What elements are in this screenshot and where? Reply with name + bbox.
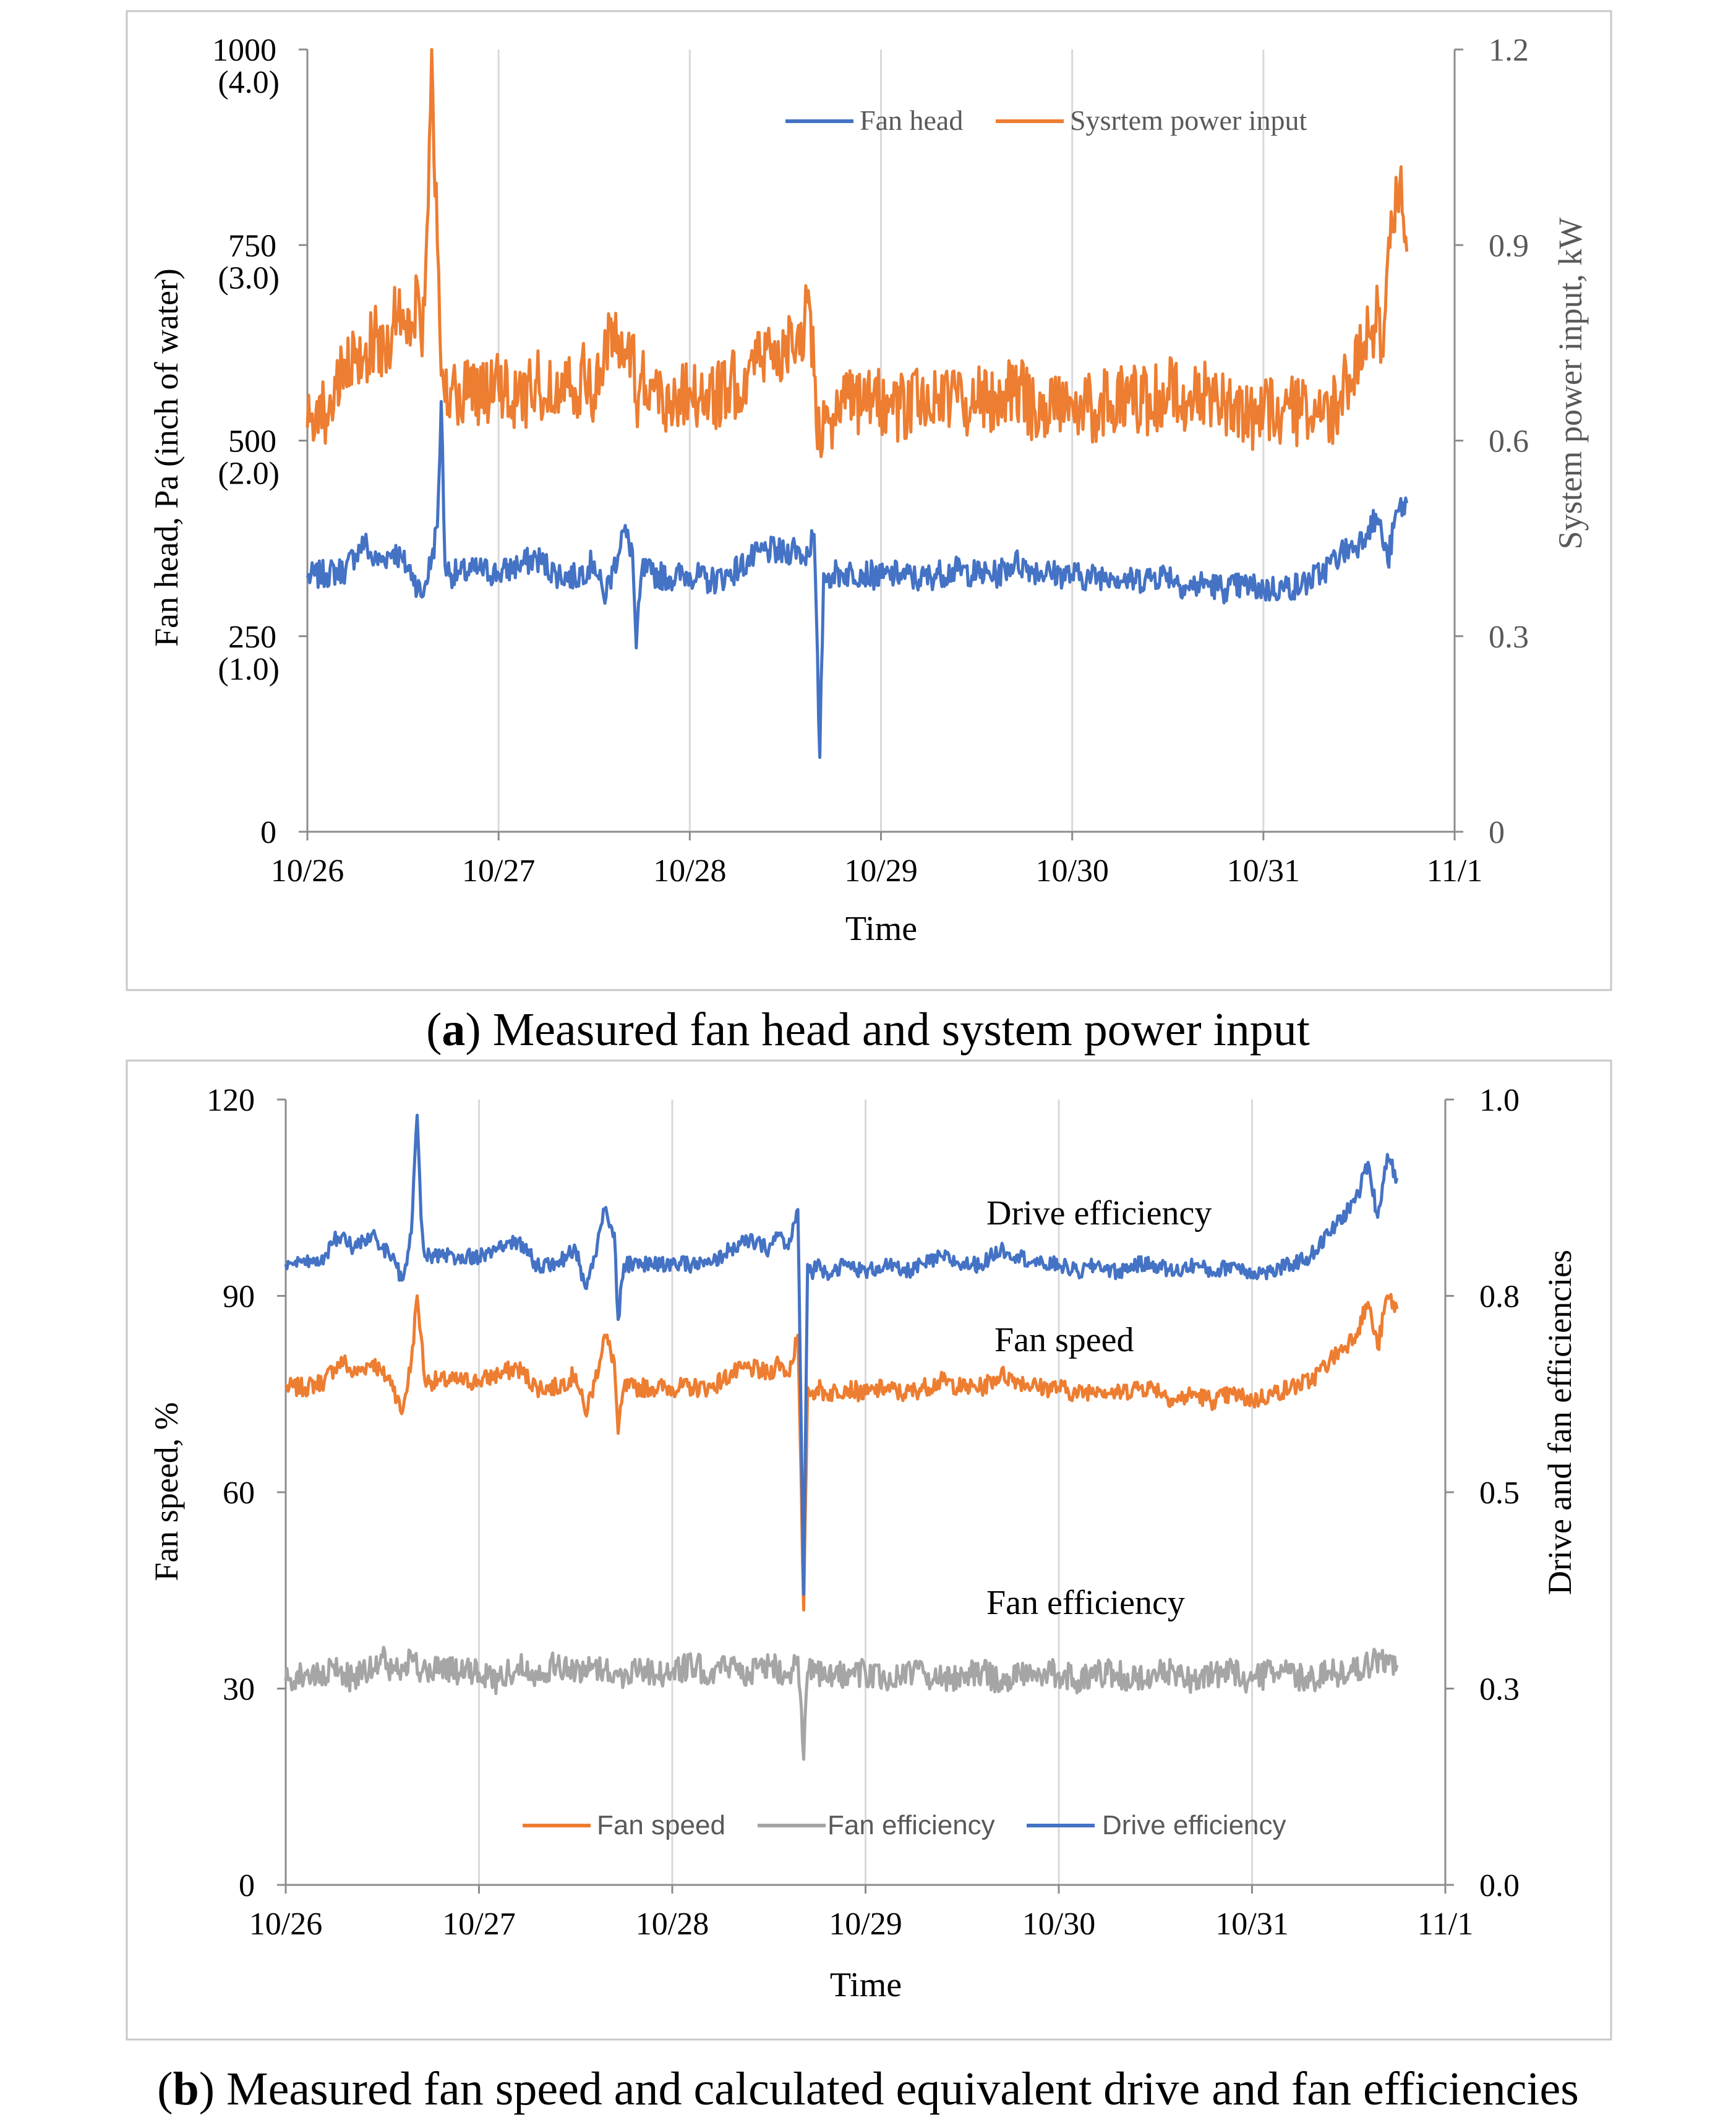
- y-tick-label: 0: [260, 815, 276, 850]
- chart-a-y2-tick-labels: 0 0.3 0.6 0.9 1.2: [1489, 33, 1529, 850]
- y-tick-sublabel: (3.0): [218, 260, 280, 296]
- chart-a-y-tick-labels: 0 250(1.0) 500(2.0) 750(3.0) 1000(4.0): [212, 33, 280, 850]
- series-line-fan-head: [306, 399, 1409, 759]
- chart-a-series: [306, 48, 1409, 759]
- x-tick-label: 10/31: [1227, 853, 1300, 889]
- caption-a: (a) Measured fan head and system power i…: [0, 1002, 1736, 1057]
- x-tick-label: 10/29: [844, 853, 917, 889]
- y-tick-label: 500: [228, 424, 276, 459]
- y-tick-sublabel: (1.0): [218, 652, 280, 687]
- y-tick-sublabel: (2.0): [218, 456, 280, 492]
- y-tick-sublabel: (4.0): [218, 65, 280, 100]
- caption-b-open: (: [157, 2063, 173, 2115]
- caption-b-letter: b: [173, 2063, 199, 2115]
- legend-label-system-power: Sysrtem power input: [1070, 105, 1307, 136]
- y-tick-label: 750: [228, 228, 276, 263]
- y2-tick-label: 0.3: [1489, 620, 1529, 655]
- chart-a-gridlines: [497, 49, 1265, 832]
- x-tick-label: 10/26: [271, 853, 344, 889]
- chart-a-xlabel: Time: [845, 910, 917, 948]
- chart-a-axes: [299, 48, 1463, 840]
- chart-a-y2label: System power input, kW: [1552, 218, 1589, 550]
- x-tick-label: 10/30: [1035, 853, 1108, 889]
- chart-a-frame: [126, 10, 1612, 991]
- caption-a-text: ) Measured fan head and system power inp…: [465, 1004, 1310, 1056]
- y2-tick-label: 1.2: [1489, 33, 1529, 68]
- x-tick-label: 10/28: [653, 853, 726, 889]
- y-tick-label: 1000: [212, 33, 276, 68]
- caption-a-open: (: [426, 1004, 442, 1056]
- y2-tick-label: 0: [1489, 815, 1505, 850]
- chart-a-ylabel: Fan head, Pa (inch of water): [148, 268, 185, 647]
- x-tick-label: 10/27: [462, 853, 535, 889]
- series-line-sysrtem-power-input: [306, 48, 1409, 458]
- caption-b: (b) Measured fan speed and calculated eq…: [0, 2061, 1736, 2117]
- chart-a-legend: Fan head Sysrtem power input: [785, 105, 1307, 136]
- chart-a-x-tick-labels: 10/26 10/27 10/28 10/29 10/30 10/31 11/1: [271, 853, 1482, 889]
- legend-label-fan-head: Fan head: [860, 105, 963, 136]
- caption-b-text: ) Measured fan speed and calculated equi…: [199, 2063, 1579, 2115]
- x-tick-label: 11/1: [1427, 853, 1483, 889]
- y2-tick-label: 0.6: [1489, 424, 1529, 459]
- y-tick-label: 250: [228, 620, 276, 655]
- caption-a-letter: a: [442, 1004, 466, 1056]
- y2-tick-label: 0.9: [1489, 228, 1529, 263]
